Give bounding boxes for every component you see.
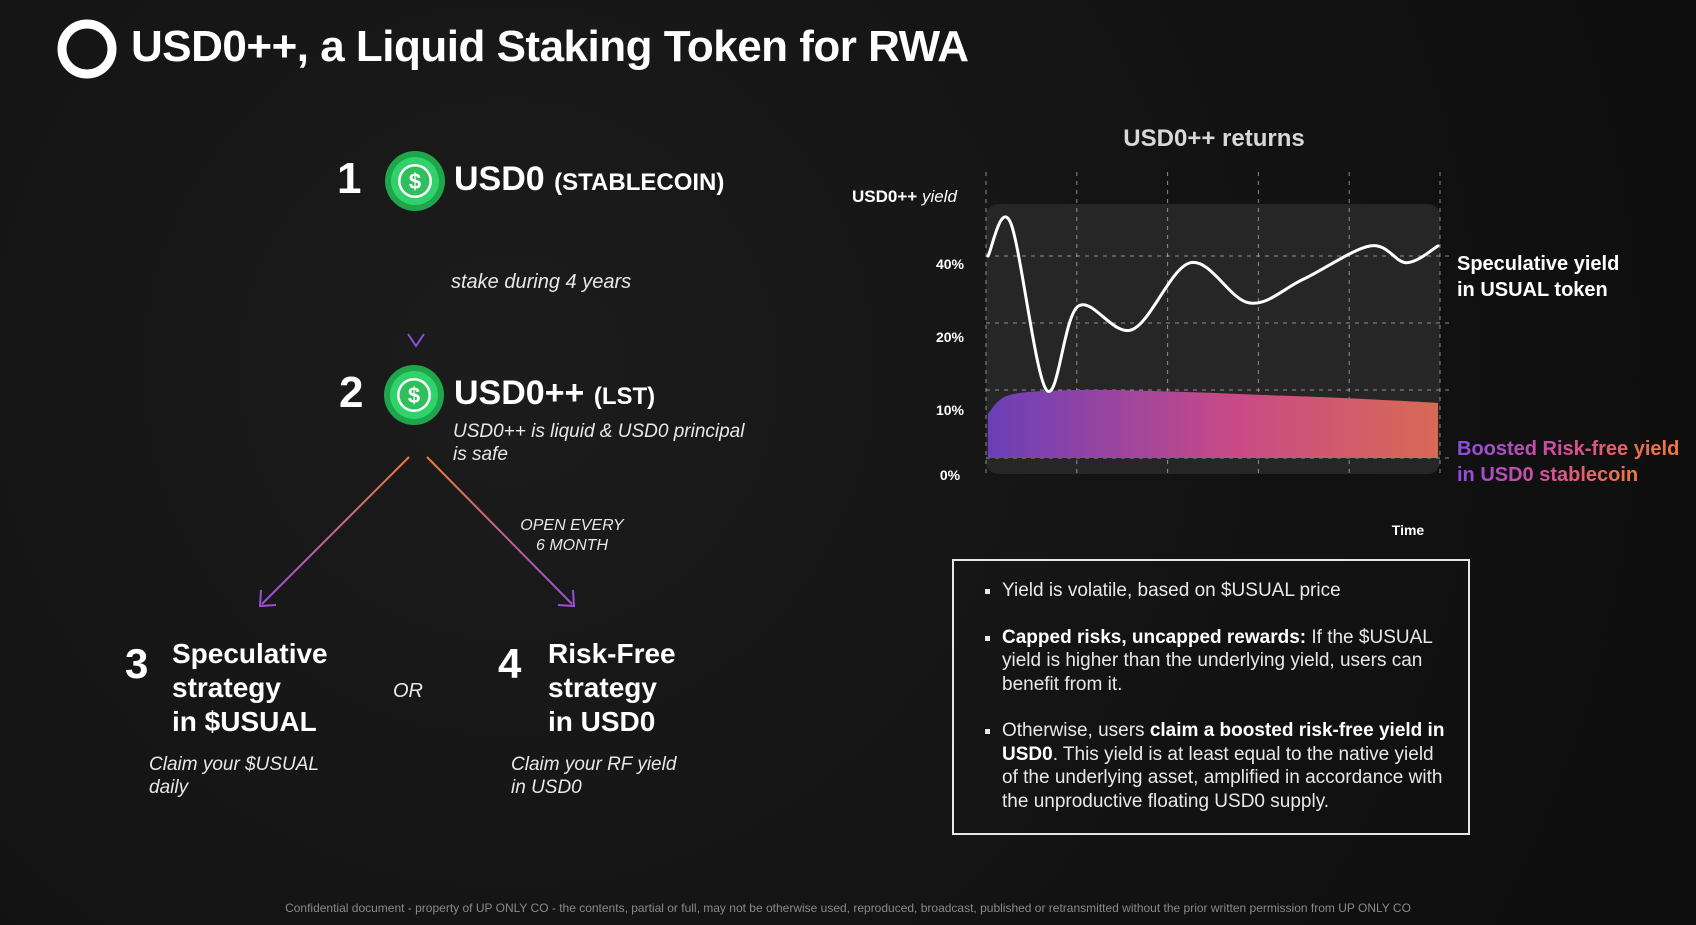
open-label-line1: OPEN EVERY — [520, 517, 624, 534]
info-bullet-1: Yield is volatile, based on $USUAL price — [1002, 579, 1448, 603]
info-bullet-3-pre: Otherwise, users — [1002, 720, 1150, 741]
risk-free-legend-line1: Boosted Risk-free yield — [1457, 438, 1679, 460]
arrow-to-speculative — [258, 456, 410, 608]
step-2-number: 2 — [339, 368, 364, 417]
speculative-strategy-title: Speculative strategy in $USUAL — [172, 637, 328, 739]
open-label: OPEN EVERY 6 MONTH — [507, 516, 637, 556]
speculative-claim-text: Claim your $USUAL daily — [149, 753, 319, 799]
y-tick-label: 40% — [936, 256, 965, 272]
info-bullet-3-text: . This yield is at least equal to the na… — [1002, 743, 1443, 812]
or-label: OR — [393, 680, 423, 702]
info-bullet-1-text: Yield is volatile, based on $USUAL price — [1002, 580, 1341, 601]
x-axis-label: Time — [1392, 522, 1425, 538]
strategy-4-line3: in USD0 — [548, 706, 656, 737]
strategy-3-claim-line1: Claim your $USUAL — [149, 754, 319, 775]
y-tick-label: 20% — [936, 329, 965, 345]
strategy-3-line3: in $USUAL — [172, 706, 317, 737]
step-2-note: USD0++ is liquid & USD0 principal is saf… — [453, 420, 744, 466]
dollar-coin-icon: $ — [384, 365, 444, 425]
strategy-3-line2: strategy — [172, 672, 281, 703]
stake-arrow — [407, 230, 425, 348]
info-bullet-3: Otherwise, users claim a boosted risk-fr… — [1002, 719, 1448, 813]
page-title: USD0++, a Liquid Staking Token for RWA — [131, 22, 969, 71]
confidential-footer: Confidential document - property of UP O… — [285, 901, 1411, 915]
risk-free-claim-text: Claim your RF yield in USD0 — [511, 753, 676, 799]
step-2-token: USD0++ (LST) — [454, 374, 655, 413]
info-bullet-2: Capped risks, uncapped rewards: If the $… — [1002, 626, 1448, 697]
dollar-coin-icon: $ — [385, 151, 445, 211]
risk-free-legend-line2: in USD0 stablecoin — [1457, 464, 1638, 486]
y-tick-labels: 40% 20% 10% 0% — [936, 256, 965, 483]
speculative-legend-line1: Speculative yield — [1457, 253, 1619, 275]
risk-free-yield-area — [988, 389, 1438, 458]
strategy-4-claim-line1: Claim your RF yield — [511, 754, 677, 775]
step-1-token-tag: (STABLECOIN) — [554, 169, 725, 196]
brand-logo-icon — [57, 19, 117, 79]
info-bullet-2-text: If the $USUAL yield is higher than the u… — [1002, 626, 1433, 695]
strategy-4-line1: Risk-Free — [548, 638, 676, 669]
info-bullets: Yield is volatile, based on $USUAL price… — [982, 579, 1448, 813]
info-box: Yield is volatile, based on $USUAL price… — [952, 559, 1470, 835]
y-tick-label: 0% — [940, 467, 961, 483]
svg-text:$: $ — [409, 169, 421, 194]
arrow-to-risk-free — [426, 456, 576, 608]
y-axis-label: USD0++ yield — [852, 187, 957, 206]
step-1-token-name: USD0 — [454, 160, 545, 198]
flow-arrows — [258, 230, 576, 608]
strategy-4-claim-line2: in USD0 — [511, 777, 582, 798]
y-axis-label-italic: yield — [921, 187, 958, 206]
step-1-token: USD0 (STABLECOIN) — [454, 160, 724, 199]
stake-label: stake during 4 years — [451, 271, 632, 293]
chart-title: USD0++ returns — [1123, 125, 1304, 152]
y-axis-label-bold: USD0++ — [852, 187, 917, 206]
step-3-number: 3 — [125, 640, 149, 687]
step-2-token-name: USD0++ — [454, 374, 585, 412]
step-2-token-tag: (LST) — [593, 383, 656, 410]
risk-free-strategy-title: Risk-Free strategy in USD0 — [548, 637, 676, 739]
returns-chart: USD0++ returns USD0++ yield 40%20%10%0% … — [852, 125, 1679, 538]
info-bullet-3-bold: claim a boosted risk-free yield in USD0 — [1002, 720, 1445, 765]
step-1-number: 1 — [337, 154, 362, 203]
strategy-3-line1: Speculative — [172, 638, 328, 669]
strategy-4-line2: strategy — [548, 672, 657, 703]
speculative-yield-line — [986, 215, 1440, 393]
open-label-line2: 6 MONTH — [536, 537, 608, 554]
strategy-3-claim-line2: daily — [149, 777, 189, 798]
svg-text:$: $ — [408, 383, 420, 408]
speculative-legend-line2: in USUAL token — [1457, 279, 1608, 301]
info-bullet-2-bold: Capped risks, uncapped rewards: — [1002, 626, 1307, 648]
step-4-number: 4 — [498, 640, 522, 687]
speculative-legend: Speculative yield in USUAL token — [1457, 253, 1619, 301]
y-tick-label: 10% — [936, 402, 965, 418]
risk-free-legend: Boosted Risk-free yield in USD0 stableco… — [1457, 438, 1679, 486]
step-2-note-line2: is safe — [453, 444, 508, 465]
step-2-note-line1: USD0++ is liquid & USD0 principal — [453, 421, 745, 442]
